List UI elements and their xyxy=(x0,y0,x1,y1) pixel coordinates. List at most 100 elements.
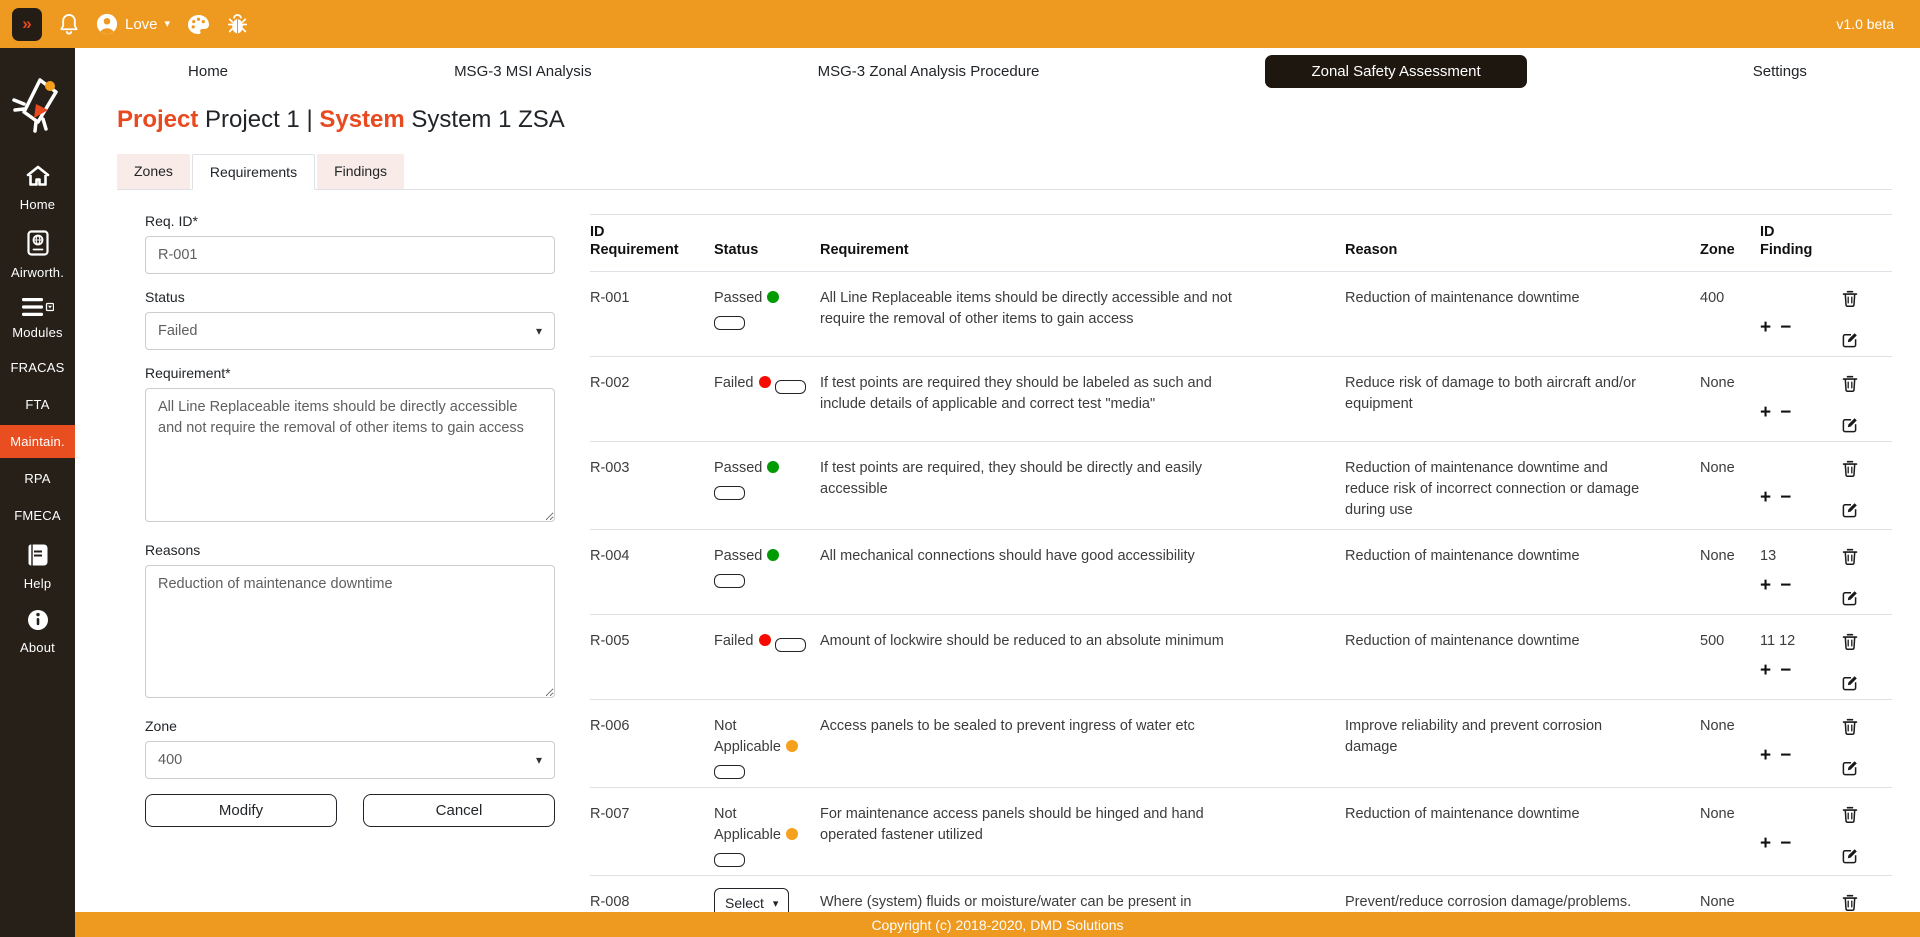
requirement-cell: All mechanical connections should have g… xyxy=(820,548,1195,565)
delete-icon[interactable] xyxy=(1842,290,1858,308)
status-select[interactable]: Failed ▾ xyxy=(145,312,555,350)
sidebar-item-label: Maintain. xyxy=(10,434,65,449)
finding-ids: 11 12 xyxy=(1760,633,1796,650)
reason-cell: Reduction of maintenance downtime and re… xyxy=(1345,460,1640,519)
requirement-textarea[interactable]: All Line Replaceable items should be dir… xyxy=(145,388,555,522)
edit-icon[interactable] xyxy=(1842,675,1858,691)
table-row: R-002 Failed If test points are required… xyxy=(590,357,1892,443)
tab-zones[interactable]: Zones xyxy=(117,154,190,189)
reasons-textarea[interactable]: Reduction of maintenance downtime xyxy=(145,565,555,698)
table-row: R-005 Failed Amount of lockwire should b… xyxy=(590,615,1892,701)
reason-cell: Reduction of maintenance downtime xyxy=(1345,290,1580,307)
edit-icon[interactable] xyxy=(1842,417,1858,433)
remove-finding-button[interactable]: − xyxy=(1780,487,1792,509)
bug-icon[interactable] xyxy=(227,13,248,35)
req-id-input[interactable] xyxy=(145,236,555,274)
sidebar-item-help[interactable]: Help xyxy=(0,536,75,598)
status-select-button[interactable] xyxy=(714,765,745,780)
delete-icon[interactable] xyxy=(1842,806,1858,824)
status-select-button[interactable] xyxy=(774,638,806,653)
remove-finding-button[interactable]: − xyxy=(1780,402,1792,424)
chevron-down-icon: ▾ xyxy=(164,17,171,30)
req-id-cell: R-005 xyxy=(590,633,630,650)
nav-item-msg-3-zonal-analysis-procedure[interactable]: MSG-3 Zonal Analysis Procedure xyxy=(817,62,1040,80)
status-cell: Failed xyxy=(714,373,820,433)
remove-finding-button[interactable]: − xyxy=(1780,660,1792,682)
req-id-cell: R-002 xyxy=(590,375,630,392)
nav-item-msg-3-msi-analysis[interactable]: MSG-3 MSI Analysis xyxy=(454,62,592,80)
sidebar-item-label: FRACAS xyxy=(10,360,65,375)
zone-cell: None xyxy=(1700,460,1735,477)
edit-icon[interactable] xyxy=(1842,332,1858,348)
column-header: ID Requirement xyxy=(590,224,679,259)
sidebar-item-label: RPA xyxy=(24,471,51,486)
remove-finding-button[interactable]: − xyxy=(1780,575,1792,597)
add-finding-button[interactable]: + xyxy=(1760,402,1772,424)
bell-icon[interactable] xyxy=(59,13,79,36)
add-finding-button[interactable]: + xyxy=(1760,745,1772,767)
add-finding-button[interactable]: + xyxy=(1760,660,1772,682)
user-menu[interactable]: Love ▾ xyxy=(96,13,170,35)
remove-finding-button[interactable]: − xyxy=(1780,745,1792,767)
sidebar-item-about[interactable]: About xyxy=(0,602,75,662)
add-finding-button[interactable]: + xyxy=(1760,575,1772,597)
requirement-form: Req. ID* Status Failed ▾ Requirement* Al… xyxy=(145,190,555,827)
edit-icon[interactable] xyxy=(1842,848,1858,864)
row-actions xyxy=(1842,892,1892,937)
sidebar-item-fta[interactable]: FTA xyxy=(0,388,75,421)
requirement-cell: If test points are required, they should… xyxy=(820,460,1203,498)
app-logo-bird-icon[interactable] xyxy=(10,72,66,141)
column-header: Reason xyxy=(1345,242,1398,259)
delete-icon[interactable] xyxy=(1842,375,1858,393)
sidebar-item-home[interactable]: Home xyxy=(0,157,75,219)
sidebar-item-maintain[interactable]: Maintain. xyxy=(0,425,75,458)
status-select-button[interactable] xyxy=(714,486,745,501)
status-select-button[interactable] xyxy=(714,574,745,589)
req-id-cell: R-003 xyxy=(590,460,630,477)
delete-icon[interactable] xyxy=(1842,894,1858,912)
delete-icon[interactable] xyxy=(1842,718,1858,736)
row-actions xyxy=(1842,458,1892,521)
edit-icon[interactable] xyxy=(1842,760,1858,776)
status-cell: Not Applicable xyxy=(714,716,820,780)
zone-cell: None xyxy=(1700,548,1735,565)
delete-icon[interactable] xyxy=(1842,460,1858,478)
add-finding-button[interactable]: + xyxy=(1760,833,1772,855)
delete-icon[interactable] xyxy=(1842,633,1858,651)
sidebar-expand-button[interactable]: » xyxy=(12,7,42,41)
sidebar-item-modules[interactable]: Modules xyxy=(0,291,75,347)
cancel-button[interactable]: Cancel xyxy=(363,794,555,827)
add-finding-button[interactable]: + xyxy=(1760,487,1772,509)
home-icon xyxy=(25,164,51,193)
remove-finding-button[interactable]: − xyxy=(1780,833,1792,855)
tab-findings[interactable]: Findings xyxy=(317,154,404,189)
zone-cell: 500 xyxy=(1700,633,1725,650)
status-select-button[interactable] xyxy=(714,853,745,868)
edit-icon[interactable] xyxy=(1842,502,1858,518)
zone-select[interactable]: 400 ▾ xyxy=(145,741,555,779)
copyright-text: Copyright (c) 2018-2020, DMD Solutions xyxy=(871,916,1124,933)
sidebar-item-fracas[interactable]: FRACAS xyxy=(0,351,75,384)
nav-item-home[interactable]: Home xyxy=(188,62,229,80)
system-value: System 1 ZSA xyxy=(411,106,565,133)
sidebar-item-fmeca[interactable]: FMECA xyxy=(0,499,75,532)
sidebar-item-rpa[interactable]: RPA xyxy=(0,462,75,495)
sidebar-item-airworth[interactable]: Airworth. xyxy=(0,223,75,287)
main-area: Home MSG-3 MSI Analysis MSG-3 Zonal Analys… xyxy=(75,48,1920,937)
remove-finding-button[interactable]: − xyxy=(1780,317,1792,339)
edit-icon[interactable] xyxy=(1842,590,1858,606)
system-label: System xyxy=(319,106,405,133)
modify-button[interactable]: Modify xyxy=(145,794,337,827)
req-id-cell: R-006 xyxy=(590,718,630,735)
add-finding-button[interactable]: + xyxy=(1760,317,1772,339)
status-select-button[interactable] xyxy=(774,380,806,395)
palette-icon[interactable] xyxy=(187,14,210,35)
nav-item-zonal-safety-assessment[interactable]: Zonal Safety Assessment xyxy=(1265,54,1527,88)
finding-cell: 13 + − xyxy=(1760,546,1842,606)
row-actions xyxy=(1842,546,1892,606)
tab-requirements[interactable]: Requirements xyxy=(191,154,316,190)
status-select-button[interactable] xyxy=(714,316,745,331)
reason-cell: Improve reliability and prevent corrosio… xyxy=(1345,718,1603,756)
delete-icon[interactable] xyxy=(1842,548,1858,566)
nav-item-settings[interactable]: Settings xyxy=(1752,62,1807,80)
